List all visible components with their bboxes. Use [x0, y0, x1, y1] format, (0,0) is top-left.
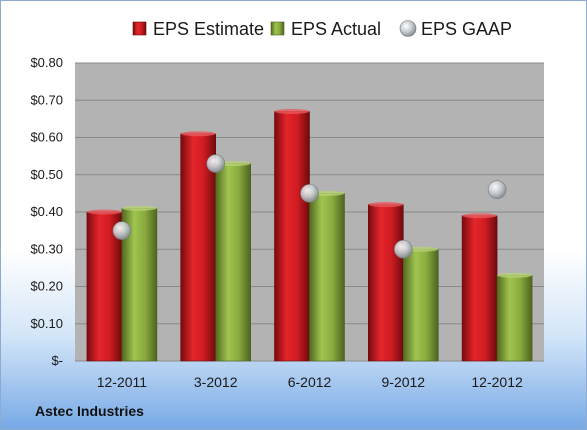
company-name: Astec Industries	[35, 403, 144, 419]
eps-actual-bar	[309, 193, 345, 362]
x-tick-label: 9-2012	[382, 374, 426, 390]
eps-actual-bar	[402, 248, 439, 362]
eps-estimate-bar	[180, 133, 216, 362]
legend: EPS Estimate EPS Actual EPS GAAP	[132, 19, 512, 39]
eps-gaap-marker	[487, 180, 507, 199]
x-tick-label: 3-2012	[194, 374, 238, 390]
eps-estimate-bar-top	[368, 202, 404, 208]
eps-gaap-marker	[112, 221, 132, 240]
y-tick-label: $-	[51, 353, 63, 368]
y-tick-label: $0.40	[30, 204, 63, 219]
eps-estimate-bar-top	[462, 213, 498, 219]
x-axis: 12-2011 3-2012 6-2012 9-2012 12-2012	[97, 374, 523, 390]
legend-label: EPS Actual	[291, 19, 381, 39]
legend-swatch	[399, 20, 417, 37]
y-tick-label: $0.60	[30, 130, 63, 145]
y-tick-label: $0.30	[30, 241, 63, 256]
y-tick-label: $0.80	[30, 55, 63, 70]
x-tick-label: 6-2012	[288, 374, 332, 390]
eps-actual-bar	[215, 163, 251, 362]
y-tick-label: $0.50	[30, 167, 63, 182]
legend-swatch	[270, 21, 285, 36]
eps-estimate-bar	[367, 204, 404, 362]
eps-actual-bar-top	[497, 272, 533, 278]
x-tick-label: 12-2012	[471, 374, 523, 390]
legend-label: EPS Estimate	[153, 19, 264, 39]
eps-gaap-marker	[393, 239, 413, 259]
y-tick-label: $0.10	[30, 316, 63, 331]
y-tick-label: $0.20	[30, 279, 63, 294]
eps-estimate-bar	[461, 215, 498, 362]
eps-estimate-bar-top	[180, 131, 216, 137]
eps-gaap-marker	[300, 184, 319, 203]
eps-actual-bar-top	[121, 205, 157, 211]
bars	[86, 108, 533, 362]
legend-swatch	[132, 21, 147, 36]
x-tick-label: 12-2011	[97, 374, 148, 390]
legend-label: EPS GAAP	[421, 19, 512, 39]
y-axis: $- $0.10 $0.20 $0.30 $0.40 $0.50 $0.60 $0.70 $0.…	[30, 55, 63, 368]
eps-estimate-bar	[274, 111, 310, 362]
eps-estimate-bar-top	[274, 108, 310, 114]
eps-estimate-bar-top	[86, 209, 122, 215]
y-tick-label: $0.70	[30, 92, 63, 107]
gaap-markers	[112, 154, 507, 259]
eps-gaap-marker	[206, 154, 225, 173]
eps-actual-bar	[496, 275, 533, 362]
